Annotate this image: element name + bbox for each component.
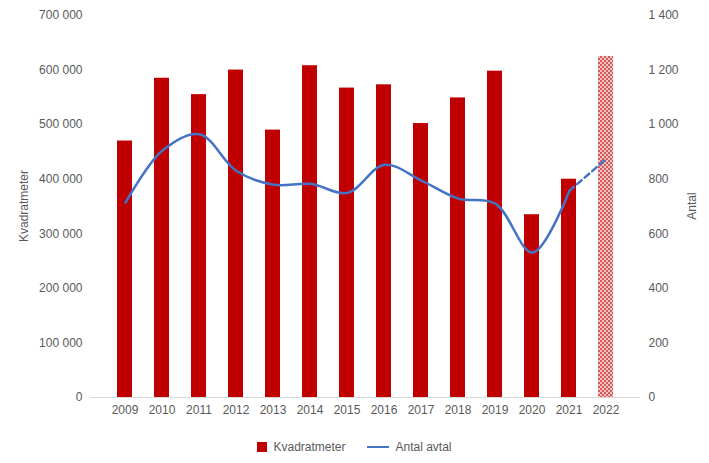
- svg-text:1 000: 1 000: [649, 117, 679, 131]
- svg-text:2020: 2020: [519, 403, 546, 417]
- svg-text:2013: 2013: [260, 403, 287, 417]
- svg-text:0: 0: [649, 390, 656, 404]
- svg-text:2012: 2012: [223, 403, 250, 417]
- svg-text:500 000: 500 000: [39, 117, 83, 131]
- svg-text:1 400: 1 400: [649, 8, 679, 22]
- svg-text:200: 200: [649, 336, 669, 350]
- svg-text:200 000: 200 000: [39, 281, 83, 295]
- html-text:Kvadratmeter: Kvadratmeter: [17, 170, 31, 242]
- svg-text:400: 400: [649, 281, 669, 295]
- svg-text:2014: 2014: [297, 403, 324, 417]
- svg-text:2022: 2022: [593, 403, 620, 417]
- svg-text:2011: 2011: [186, 403, 212, 417]
- svg-text:800: 800: [649, 172, 669, 186]
- html-text:Antal avtal: Antal avtal: [395, 439, 452, 454]
- svg-text:300 000: 300 000: [39, 227, 83, 241]
- svg-text:100 000: 100 000: [39, 336, 83, 350]
- html-text:Antal: Antal: [685, 192, 699, 220]
- svg-text:0: 0: [76, 390, 83, 404]
- svg-text:700 000: 700 000: [39, 8, 83, 22]
- svg-text:2019: 2019: [482, 403, 509, 417]
- svg-text:2021: 2021: [556, 403, 583, 417]
- svg-text:1 200: 1 200: [649, 63, 679, 77]
- svg-text:2016: 2016: [371, 403, 398, 417]
- svg-text:600: 600: [649, 227, 669, 241]
- svg-text:600 000: 600 000: [39, 63, 83, 77]
- svg-text:400 000: 400 000: [39, 172, 83, 186]
- svg-text:2010: 2010: [149, 403, 176, 417]
- svg-text:2018: 2018: [445, 403, 472, 417]
- svg-text:2017: 2017: [408, 403, 435, 417]
- svg-text:2015: 2015: [334, 403, 361, 417]
- svg-text:2009: 2009: [112, 403, 139, 417]
- html-text:Kvadratmeter: Kvadratmeter: [273, 439, 346, 454]
